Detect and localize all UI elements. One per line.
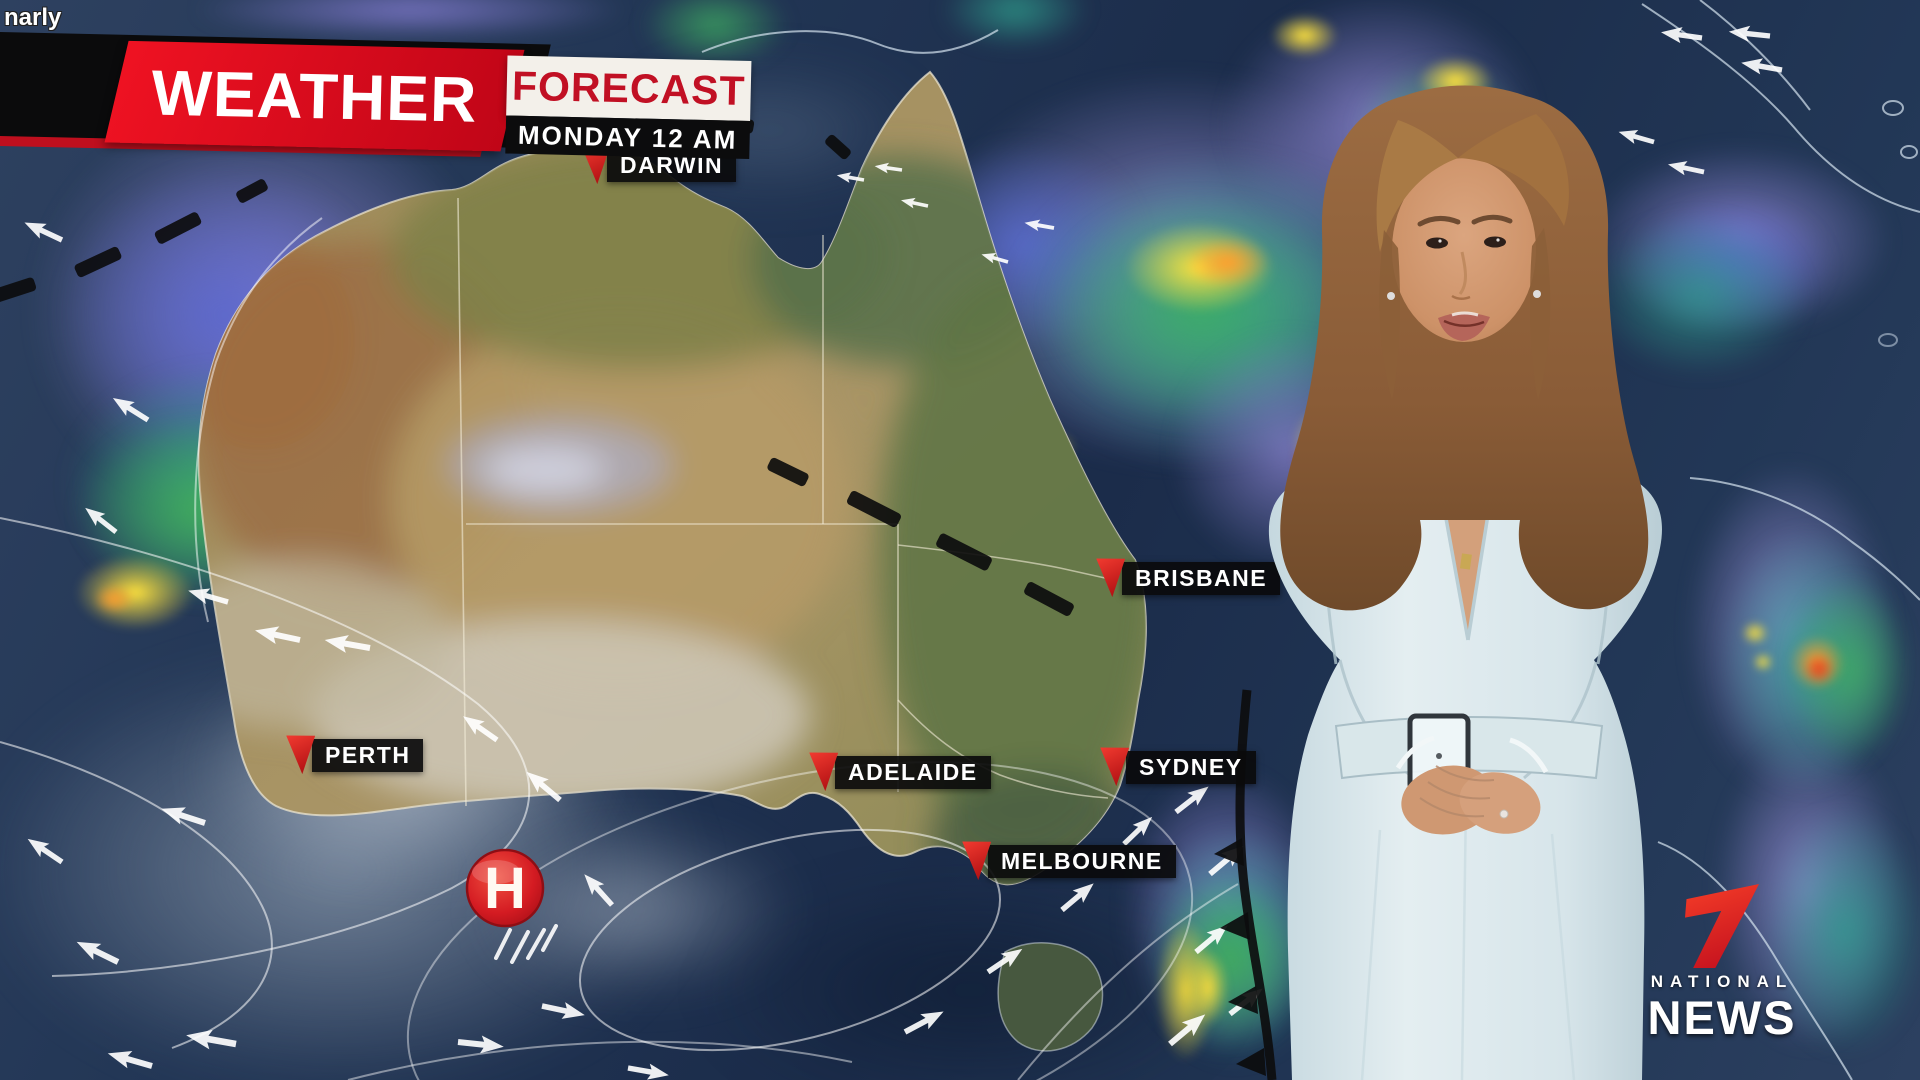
banner-title-box: WEATHER <box>104 40 525 152</box>
banner-subtitle-box: FORECAST <box>506 55 752 122</box>
network-logo: NATIONAL NEWS <box>1622 884 1822 1044</box>
logo-brand: NEWS <box>1647 991 1797 1044</box>
presenter-pendant <box>1459 553 1472 570</box>
presenter-hands <box>1395 735 1549 835</box>
presenter-face <box>1392 158 1536 342</box>
earring-left <box>1387 292 1395 300</box>
city-label-perth: PERTH <box>312 739 424 772</box>
city-label-sydney: SYDNEY <box>1126 751 1256 784</box>
high-pressure-label: H <box>484 856 526 921</box>
city-label-melbourne: MELBOURNE <box>988 845 1176 878</box>
weather-forecast-banner: WEATHER FORECAST MONDAY 12 AM <box>0 28 790 196</box>
banner-subtitle: FORECAST <box>511 62 747 114</box>
city-label-text: ADELAIDE <box>848 759 978 785</box>
landmass <box>197 70 1147 1052</box>
presenter-features <box>1387 214 1541 341</box>
banner-title: WEATHER <box>150 56 479 136</box>
seven-network-icon <box>1685 884 1759 968</box>
tasmania <box>997 942 1104 1052</box>
banner-datetime: MONDAY 12 AM <box>517 119 738 155</box>
earring-right <box>1533 290 1541 298</box>
city-label-text: SYDNEY <box>1139 754 1243 780</box>
logo-tagline: NATIONAL <box>1650 972 1794 991</box>
city-label-text: BRISBANE <box>1135 565 1268 591</box>
presenter-figure <box>1268 85 1662 1080</box>
state-borders <box>457 197 1109 807</box>
watermark-text: narly <box>4 4 62 31</box>
city-label-adelaide: ADELAIDE <box>835 756 991 789</box>
isobars <box>0 217 1239 1080</box>
city-label-text: PERTH <box>325 742 411 768</box>
presenter-hair <box>1280 85 1649 611</box>
high-pressure-symbol: H <box>465 848 558 964</box>
city-label-text: MELBOURNE <box>1001 848 1163 874</box>
city-label-brisbane: BRISBANE <box>1122 562 1281 595</box>
banner-datetime-box: MONDAY 12 AM <box>505 115 751 160</box>
